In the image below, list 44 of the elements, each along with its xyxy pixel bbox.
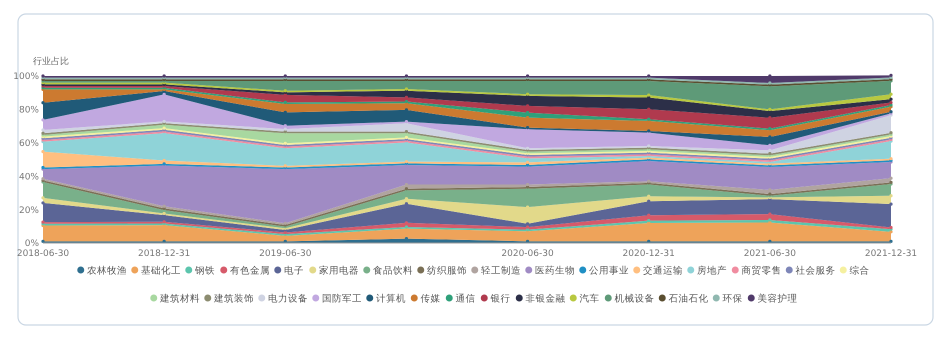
y-tick-label: 100% (13, 72, 40, 82)
x-tick-label: 2021-06-30 (744, 249, 796, 259)
legend-label: 美容护理 (757, 292, 798, 304)
y-axis-title: 行业占比 (33, 56, 69, 67)
y-tick-label: 60% (18, 138, 40, 149)
y-tick-label: 80% (18, 106, 40, 116)
y-tick-label: 20% (18, 206, 40, 216)
legend-label: 房地产 (696, 264, 727, 276)
legend-label: 建筑材料 (158, 292, 200, 304)
legend-label: 食品饮料 (372, 264, 413, 276)
x-tick-label: 2020-12-31 (622, 249, 675, 259)
legend-label: 医药生物 (534, 264, 575, 276)
legend-label: 建筑装饰 (212, 292, 254, 304)
legend-label: 轻工制造 (480, 264, 521, 276)
x-tick-label: 2018-06-30 (16, 249, 70, 259)
legend-label: 机械设备 (614, 292, 654, 304)
x-tick-label: 2021-12-31 (864, 249, 918, 259)
legend-label: 电子 (284, 264, 304, 276)
legend-label: 基础化工 (140, 264, 181, 276)
legend-label: 钢铁 (194, 264, 215, 276)
legend-label: 综合 (849, 264, 870, 276)
x-tick-label: 2019-06-30 (259, 249, 312, 259)
legend-label: 有色金属 (230, 264, 270, 276)
x-tick-label: 2020-06-30 (501, 249, 554, 259)
y-tick-label: 40% (18, 172, 40, 182)
legend-label: 石油石化 (668, 292, 708, 304)
legend-label: 农林牧渔 (86, 264, 127, 276)
y-tick-label: 0% (24, 239, 40, 250)
legend-label: 汽车 (579, 292, 600, 304)
legend-label: 公用事业 (588, 264, 629, 276)
legend-label: 非银金融 (525, 292, 566, 304)
legend-label: 家用电器 (318, 264, 359, 276)
legend-label: 纺织服饰 (426, 264, 467, 276)
legend-label: 计算机 (376, 292, 406, 304)
legend-label: 电力设备 (268, 292, 308, 304)
legend-label: 社会服务 (795, 264, 836, 276)
legend-label: 环保 (722, 293, 742, 304)
legend-label: 商贸零售 (741, 264, 782, 276)
legend-label: 传媒 (420, 293, 440, 304)
legend-label: 通信 (455, 292, 476, 304)
legend-label: 交通运输 (642, 264, 683, 276)
legend-label: 国防军工 (322, 292, 362, 304)
legend-label: 银行 (489, 293, 510, 304)
x-tick-label: 2018-12-31 (138, 249, 190, 259)
